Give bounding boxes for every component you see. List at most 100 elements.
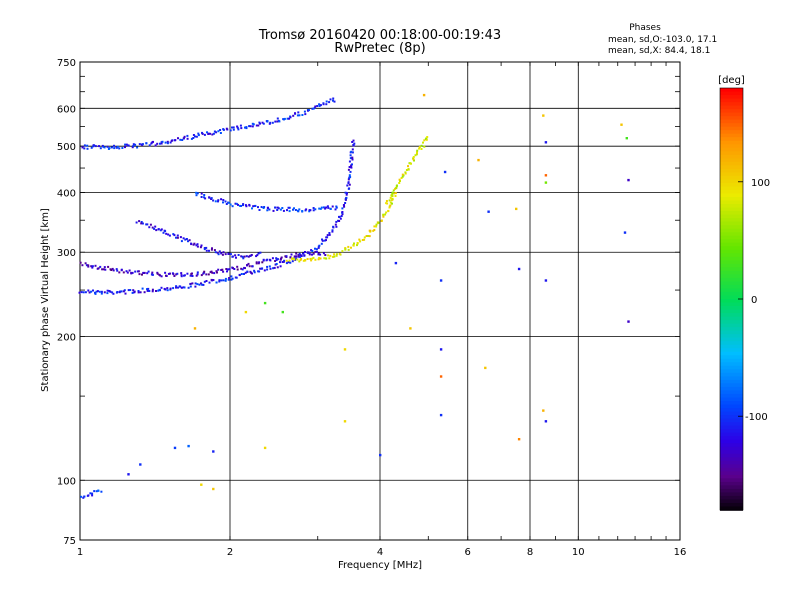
echo-point <box>322 102 325 105</box>
echo-point <box>236 126 239 129</box>
echo-point <box>325 257 328 260</box>
echo-point <box>335 254 338 257</box>
colorbar-swatch <box>720 242 743 248</box>
echo-point <box>166 142 169 145</box>
echo-point <box>332 99 334 102</box>
echo-point <box>319 207 322 210</box>
x-tick-label: 1 <box>77 547 83 558</box>
echo-point <box>196 273 199 276</box>
echo-point <box>329 208 332 210</box>
echo-point <box>179 236 182 239</box>
echo-point <box>276 120 279 123</box>
echo-point <box>301 114 304 116</box>
colorbar-swatch <box>720 429 743 434</box>
echo-point <box>391 202 393 205</box>
y-tick-label: 200 <box>57 332 76 343</box>
echo-point <box>233 268 236 270</box>
echo-point <box>200 244 203 247</box>
echo-point <box>215 270 218 273</box>
echo-point <box>125 143 128 146</box>
echo-point <box>314 247 316 250</box>
echo-point <box>420 144 423 147</box>
echo-point <box>348 183 351 186</box>
echo-point <box>271 121 274 124</box>
echo-point <box>620 123 623 126</box>
echo-point <box>335 205 338 208</box>
colorbar-swatch <box>720 351 743 357</box>
colorbar-swatch <box>720 288 743 293</box>
echo-point <box>358 238 361 241</box>
echo-point <box>247 255 250 258</box>
echo-point <box>289 261 292 264</box>
echo-point <box>248 125 251 128</box>
echo-point <box>282 209 285 212</box>
echo-point <box>396 184 398 187</box>
echo-point <box>258 270 261 273</box>
colorbar-swatch <box>720 485 743 490</box>
echo-point <box>244 204 247 207</box>
echo-point <box>279 261 281 264</box>
echo-point <box>160 228 163 231</box>
echo-point <box>110 146 113 149</box>
echo-point <box>389 204 392 207</box>
echo-point <box>229 253 232 256</box>
colorbar-swatch <box>720 211 743 216</box>
echo-point <box>439 279 443 282</box>
echo-point <box>272 267 275 270</box>
echo-point <box>87 264 90 267</box>
echo-point <box>182 237 185 240</box>
echo-point <box>143 291 146 294</box>
echo-point <box>342 204 345 206</box>
echo-point <box>359 240 362 243</box>
echo-point <box>142 271 145 274</box>
echo-point <box>212 450 215 453</box>
echo-point <box>326 236 329 239</box>
echo-point <box>348 174 351 177</box>
echo-point <box>348 166 351 168</box>
colorbar-swatch <box>720 147 743 153</box>
echo-point <box>183 135 186 138</box>
echo-point <box>204 197 207 200</box>
echo-point <box>310 249 313 252</box>
colorbar-swatch <box>720 182 743 188</box>
echo-point <box>217 130 220 133</box>
echo-point <box>299 254 302 256</box>
echo-point <box>146 289 149 292</box>
y-tick-label: 75 <box>63 536 76 547</box>
colorbar-swatch <box>720 460 743 466</box>
echo-point <box>329 98 332 101</box>
echo-point <box>78 291 81 294</box>
echo-point <box>317 258 320 261</box>
echo-point <box>222 201 224 204</box>
echo-point <box>111 267 114 270</box>
echo-point <box>369 229 372 232</box>
echo-point <box>218 250 221 253</box>
echo-point <box>194 285 197 288</box>
colorbar-swatch <box>720 140 743 146</box>
echo-point <box>344 191 347 194</box>
echo-point <box>347 168 350 171</box>
echo-point <box>82 291 85 294</box>
colorbar-swatch <box>720 474 743 480</box>
echo-point <box>255 262 258 265</box>
echo-point <box>155 229 158 232</box>
echo-point <box>94 292 97 295</box>
colorbar-swatch <box>720 186 743 191</box>
echo-point <box>158 273 161 276</box>
echo-point <box>279 258 282 261</box>
echo-point <box>260 206 263 208</box>
echo-point <box>148 144 151 147</box>
echo-point <box>350 150 353 153</box>
echo-point <box>439 413 443 417</box>
echo-point <box>196 243 199 246</box>
colorbar-swatch <box>720 91 743 96</box>
colorbar-swatch <box>720 235 743 241</box>
echo-point <box>296 114 299 117</box>
echo-point <box>404 171 407 174</box>
echo-point <box>288 259 291 262</box>
colorbar-swatch <box>720 337 743 342</box>
echo-point <box>343 348 347 351</box>
echo-point <box>350 246 352 249</box>
echo-point <box>192 137 195 139</box>
colorbar-swatch <box>720 161 743 167</box>
